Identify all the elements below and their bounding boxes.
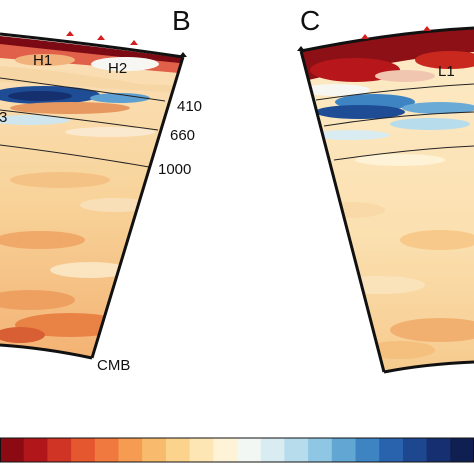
colorbar-swatch (379, 438, 404, 462)
panel-b-letter: B (172, 5, 191, 36)
colorbar-swatch (71, 438, 96, 462)
colorbar-swatch (142, 438, 167, 462)
anomaly-label-h1: H1 (33, 52, 52, 69)
colorbar-swatch (94, 438, 119, 462)
station-markers-b (66, 31, 138, 45)
surface-arc-b (0, 32, 184, 59)
colorbar-swatch (118, 438, 143, 462)
panel-b-section (0, 36, 182, 358)
depth-label-1000: 1000 (158, 161, 191, 178)
depth-line-660 (0, 109, 159, 131)
colorbar-swatch (450, 438, 474, 462)
panel-c: C L1 (297, 5, 474, 374)
depth-line-1000 (0, 144, 150, 168)
colorbar-swatch (308, 438, 333, 462)
colorbar-swatch (213, 438, 238, 462)
cmb-arc-b (0, 343, 93, 360)
colorbar-swatch (47, 438, 72, 462)
depth-label-410: 410 (177, 98, 202, 115)
depth-line-410-c (315, 83, 474, 101)
anomaly-label-l1: L1 (438, 63, 455, 80)
panel-c-letter: C (300, 5, 320, 36)
colorbar-swatch (165, 438, 191, 462)
colorbar-swatch (260, 438, 285, 462)
colorbar-swatch (331, 438, 356, 462)
colorbar-swatch (23, 438, 48, 462)
colorbar-swatch (355, 438, 380, 462)
colorbar (0, 437, 474, 463)
surface-arc-c (300, 26, 474, 53)
side-edge-b (90, 56, 185, 359)
side-edge-c (299, 50, 386, 373)
colorbar-swatch (284, 438, 309, 462)
colorbar-swatch (0, 438, 25, 462)
depth-label-660: 660 (170, 127, 195, 144)
colorbar-swatch (189, 438, 214, 462)
depth-line-1000-c (333, 145, 474, 161)
colorbar-swatch (237, 438, 262, 462)
depth-line-410 (0, 77, 166, 102)
anomaly-label-h2: H2 (108, 60, 127, 77)
colorbar-swatch (426, 438, 451, 462)
cmb-arc-c (383, 360, 474, 374)
panel-b: B H1 H2 3 410 660 1000 CMB (0, 5, 202, 374)
anomaly-label-3: 3 (0, 109, 7, 126)
depth-label-cmb: CMB (97, 357, 130, 374)
station-markers-c (361, 26, 431, 39)
colorbar-swatch (402, 438, 428, 462)
edge-marker-b (179, 52, 187, 57)
edge-marker-c (297, 46, 305, 51)
depth-line-660-c (323, 111, 474, 127)
